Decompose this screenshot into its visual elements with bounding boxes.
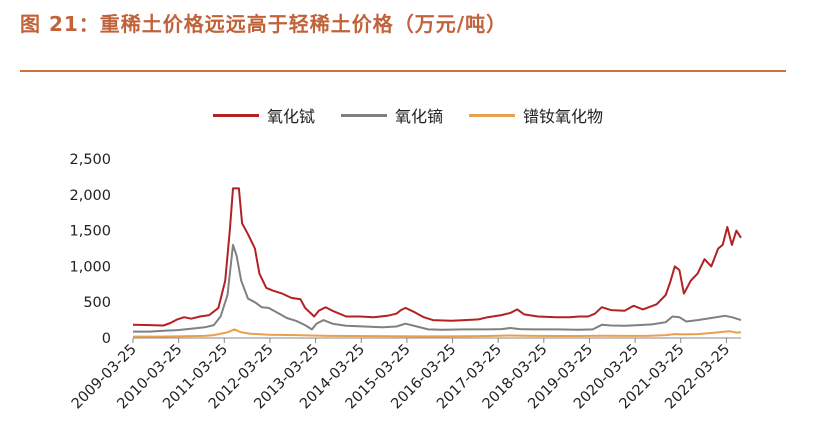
legend-item-prnd: 镨钕氧化物	[469, 103, 603, 127]
legend-swatch-prnd	[469, 113, 515, 117]
y-tick-label: 0	[102, 331, 111, 347]
legend-label-dysprosium: 氧化镝	[394, 107, 443, 126]
legend-label-terbium: 氧化铽	[266, 107, 315, 126]
series-line-dysprosium	[133, 243, 742, 333]
series-line-terbium	[132, 187, 742, 327]
y-tick-label: 1,000	[69, 259, 111, 275]
legend-item-dysprosium: 氧化镝	[340, 103, 443, 127]
title-divider	[20, 70, 786, 72]
chart-legend: 氧化铽 氧化镝 镨钕氧化物	[0, 103, 816, 127]
y-tick-label: 2,000	[69, 188, 111, 204]
y-tick-label: 2,500	[69, 152, 111, 168]
legend-swatch-terbium	[212, 113, 259, 117]
series-line-prnd	[133, 328, 742, 338]
legend-swatch-dysprosium	[340, 113, 387, 117]
title-bar: 图 21：重稀土价格远远高于轻稀土价格（万元/吨）	[20, 8, 507, 37]
chart-title: 图 21：重稀土价格远远高于轻稀土价格（万元/吨）	[20, 12, 508, 36]
y-tick-label: 500	[83, 295, 111, 311]
legend-label-prnd: 镨钕氧化物	[523, 107, 604, 126]
legend-item-terbium: 氧化铽	[212, 103, 315, 127]
y-tick-label: 1,500	[69, 224, 111, 240]
